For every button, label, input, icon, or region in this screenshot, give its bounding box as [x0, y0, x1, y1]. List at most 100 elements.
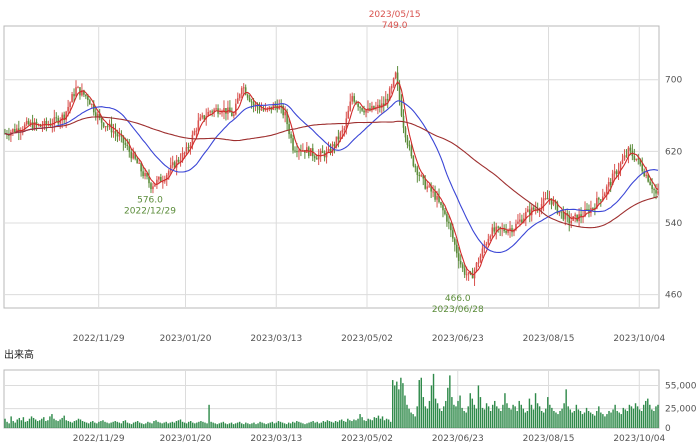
- volume-bar-275: [565, 389, 567, 428]
- candle-body-92: [185, 147, 188, 153]
- volume-bar-20: [45, 421, 47, 428]
- volume-bar-250: [514, 406, 516, 428]
- candle-body-266: [528, 209, 531, 216]
- volume-bar-28: [61, 417, 63, 428]
- candle-body-167: [333, 144, 336, 146]
- volume-bar-190: [392, 380, 394, 428]
- volume-bar-272: [559, 410, 561, 428]
- candle-body-207: [412, 156, 415, 166]
- volume-bar-260: [534, 393, 537, 428]
- volume-bar-48: [102, 420, 104, 428]
- volume-bar-82: [171, 421, 174, 428]
- volume-bar-298: [612, 409, 614, 428]
- candle-body-221: [440, 201, 442, 206]
- volume-bar-50: [106, 422, 108, 428]
- candle-body-272: [540, 204, 543, 210]
- volume-bar-278: [571, 412, 573, 428]
- candle-body-67: [136, 158, 138, 164]
- candle-body-90: [181, 152, 184, 161]
- candle-body-312: [619, 163, 622, 170]
- volume-bar-284: [583, 412, 586, 428]
- volume-bar-79: [165, 421, 167, 428]
- volume-bar-253: [520, 404, 522, 428]
- candle-body-209: [416, 167, 419, 176]
- volume-bar-87: [181, 421, 184, 428]
- candle-body-120: [240, 88, 243, 95]
- volume-bar-52: [110, 422, 112, 428]
- volume-bar-11: [26, 421, 29, 428]
- volume-bar-8: [20, 420, 23, 428]
- volume-bar-128: [265, 424, 267, 428]
- volume-bar-209: [430, 385, 433, 428]
- candle-body-100: [201, 115, 204, 118]
- price-y-tick-label-2: 620: [665, 147, 682, 157]
- volume-bar-315: [647, 398, 649, 428]
- volume-bar-5: [14, 422, 16, 428]
- volume-bar-26: [57, 421, 59, 428]
- volume-bar-254: [522, 408, 525, 428]
- volume-bar-299: [614, 404, 616, 428]
- candle-body-168: [335, 136, 338, 146]
- volume-bar-286: [587, 410, 590, 428]
- volume-bar-240: [494, 400, 496, 428]
- volume-bar-169: [349, 420, 351, 428]
- volume-bar-133: [275, 422, 278, 428]
- volume-bar-67: [141, 423, 143, 428]
- volume-bar-205: [422, 397, 425, 428]
- volume-bar-126: [261, 422, 263, 428]
- volume-bar-261: [536, 403, 539, 428]
- volume-bar-217: [447, 387, 449, 428]
- volume-bar-179: [369, 419, 371, 428]
- candle-body-84: [169, 165, 172, 172]
- candle-body-134: [268, 106, 271, 108]
- volume-bar-224: [461, 407, 463, 428]
- candle-body-79: [160, 176, 162, 182]
- volume-bar-140: [289, 423, 292, 428]
- volume-bar-223: [459, 395, 461, 428]
- candle-body-326: [647, 174, 649, 182]
- price-x-tick-label-2: 2023/03/13: [250, 334, 302, 344]
- volume-bar-118: [245, 422, 247, 428]
- volume-bar-42: [90, 421, 92, 428]
- candle-body-4: [12, 129, 14, 132]
- candle-body-93: [187, 147, 190, 149]
- volume-bar-256: [526, 410, 529, 428]
- volume-bar-129: [267, 423, 269, 428]
- candle-body-86: [173, 162, 176, 168]
- candle-body-23: [49, 124, 52, 126]
- candle-body-184: [367, 108, 369, 110]
- candle-body-41: [85, 94, 87, 97]
- candle-body-101: [203, 115, 206, 120]
- candle-body-313: [621, 159, 624, 164]
- candle-body-171: [341, 130, 344, 133]
- candle-body-125: [250, 101, 253, 103]
- candle-body-55: [112, 131, 115, 133]
- volume-bar-122: [253, 422, 255, 428]
- candle-body-195: [388, 88, 391, 101]
- candle-body-194: [386, 98, 389, 101]
- candle-body-38: [79, 87, 81, 96]
- volume-bar-295: [606, 414, 608, 428]
- candle-body-33: [69, 102, 71, 107]
- volume-bar-14: [32, 417, 35, 428]
- volume-bar-186: [383, 420, 386, 428]
- volume-bar-243: [500, 410, 502, 428]
- candle-body-68: [138, 162, 140, 164]
- candle-body-78: [158, 176, 160, 180]
- annotation-value-1: 576.0: [137, 196, 163, 206]
- candle-body-193: [384, 98, 387, 106]
- candle-body-250: [497, 226, 500, 228]
- volume-bar-96: [200, 421, 202, 428]
- volume-bar-92: [192, 422, 194, 428]
- volume-bar-173: [357, 418, 359, 428]
- candle-body-111: [223, 108, 225, 113]
- volume-bar-15: [34, 419, 37, 428]
- candle-body-97: [195, 130, 198, 132]
- candle-body-197: [392, 78, 395, 87]
- candle-body-324: [643, 171, 646, 176]
- volume-bar-83: [173, 422, 176, 428]
- volume-bar-155: [320, 422, 323, 428]
- candle-body-225: [448, 221, 450, 224]
- volume-bar-229: [471, 398, 474, 428]
